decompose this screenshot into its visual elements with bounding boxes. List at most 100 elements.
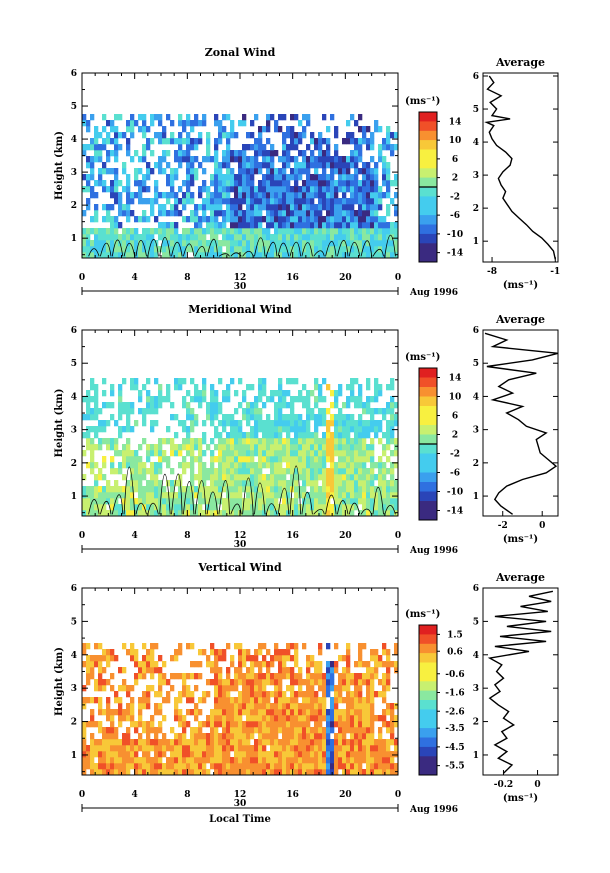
heatmap-cell [306, 769, 311, 776]
heatmap-cell [194, 174, 199, 181]
heatmap-cell [374, 715, 379, 722]
heatmap-cell [170, 186, 175, 193]
heatmap-cell [158, 462, 163, 469]
heatmap-cell [226, 204, 231, 211]
heatmap-cell [362, 240, 367, 247]
heatmap-cell [286, 685, 291, 692]
heatmap-cell [354, 432, 359, 439]
heatmap-cell [82, 763, 87, 770]
heatmap-cell [110, 414, 115, 421]
heatmap-cell [154, 691, 159, 698]
heatmap-cell [86, 757, 91, 764]
colorbar-tick-label: 10 [449, 393, 462, 403]
heatmap-cell [246, 168, 251, 175]
heatmap-cell [366, 228, 371, 235]
heatmap-cell [334, 504, 339, 511]
heatmap-cell [386, 480, 391, 487]
heatmap-cell [302, 751, 307, 758]
heatmap-cell [118, 757, 123, 764]
heatmap-cell [146, 168, 151, 175]
heatmap-cell [190, 378, 195, 385]
heatmap-cell [174, 649, 179, 656]
heatmap-cell [170, 450, 175, 457]
contour-line [183, 243, 195, 257]
heatmap-cell [254, 673, 259, 680]
heatmap-cell [230, 709, 235, 716]
heatmap-cell [118, 685, 123, 692]
heatmap-cell [106, 739, 111, 746]
heatmap-cell [206, 745, 211, 752]
heatmap-cell [298, 745, 303, 752]
heatmap-cell [338, 414, 343, 421]
heatmap-cell [286, 198, 291, 205]
heatmap-cell [158, 679, 163, 686]
heatmap-cell [234, 504, 239, 511]
heatmap-cell [174, 450, 179, 457]
heatmap-cell [142, 468, 147, 475]
heatmap-cell [318, 252, 323, 259]
heatmap-cell [98, 739, 103, 746]
heatmap-cell [214, 727, 219, 734]
heatmap-cell [326, 480, 331, 487]
heatmap-cell [370, 240, 375, 247]
heatmap-cell [374, 378, 379, 385]
heatmap-cell [374, 204, 379, 211]
heatmap-cell [370, 703, 375, 710]
heatmap-cell [238, 120, 243, 127]
colorbar-swatch [419, 377, 437, 388]
heatmap-cell [86, 228, 91, 235]
heatmap-cell [322, 456, 327, 463]
heatmap-cell [290, 769, 295, 776]
heatmap-cell [374, 420, 379, 427]
heatmap-cell [282, 174, 287, 181]
colorbar-swatch [419, 425, 437, 435]
heatmap-cell [354, 769, 359, 776]
heatmap-cell [286, 769, 291, 776]
heatmap-cell [194, 715, 199, 722]
heatmap-cell [322, 156, 327, 163]
heatmap-cell [118, 763, 123, 770]
heatmap-cell [138, 462, 143, 469]
heatmap-cell [334, 246, 339, 253]
heatmap-cell [210, 486, 215, 493]
heatmap-cell [154, 739, 159, 746]
heatmap-cell [298, 474, 303, 481]
heatmap-cell [370, 721, 375, 728]
heatmap-cell [350, 757, 355, 764]
heatmap-cells [82, 114, 398, 259]
heatmap-cell [246, 432, 251, 439]
heatmap-cell [254, 480, 259, 487]
heatmap-cell [278, 751, 283, 758]
heatmap-cell [342, 757, 347, 764]
heatmap-cell [286, 655, 291, 662]
heatmap-cell [258, 222, 263, 229]
heatmap-cell [366, 673, 371, 680]
heatmap-cell [382, 162, 387, 169]
heatmap-cell [94, 234, 99, 241]
heatmap-cell [370, 727, 375, 734]
heatmap-cell [278, 156, 283, 163]
heatmap-cell [230, 186, 235, 193]
contour-line [301, 242, 313, 257]
heatmap-cell [234, 150, 239, 157]
heatmap-cell [178, 486, 183, 493]
heatmap-cell [250, 132, 255, 139]
heatmap-cell [178, 162, 183, 169]
heatmap-cell [274, 222, 279, 229]
heatmap-cell [342, 486, 347, 493]
heatmap-cell [310, 246, 315, 253]
heatmap-cell [282, 162, 287, 169]
heatmap-cell [102, 769, 107, 776]
heatmap-cell [254, 156, 259, 163]
heatmap-cell [82, 721, 87, 728]
heatmap-cell [202, 474, 207, 481]
heatmap-cell [130, 408, 135, 415]
heatmap-cell [186, 180, 191, 187]
heatmap-cell [394, 715, 398, 722]
heatmap-cell [146, 733, 151, 740]
heatmap-cell [262, 510, 267, 517]
heatmap-cell [230, 132, 235, 139]
contour-line [348, 502, 361, 515]
heatmap-cell [254, 186, 259, 193]
